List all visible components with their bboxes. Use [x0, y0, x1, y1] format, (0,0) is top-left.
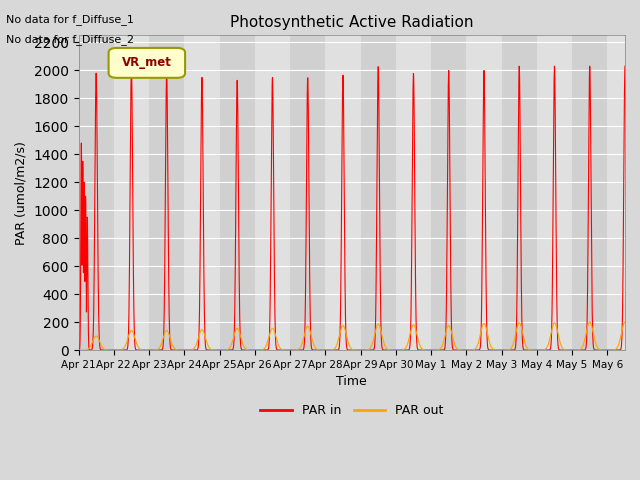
- Text: No data for f_Diffuse_1: No data for f_Diffuse_1: [6, 14, 134, 25]
- Bar: [325, 36, 360, 350]
- Bar: [502, 36, 537, 350]
- Bar: [79, 36, 114, 350]
- Bar: [290, 36, 325, 350]
- Y-axis label: PAR (umol/m2/s): PAR (umol/m2/s): [15, 141, 28, 245]
- Bar: [537, 36, 572, 350]
- Text: VR_met: VR_met: [122, 56, 172, 70]
- FancyBboxPatch shape: [109, 48, 185, 78]
- Title: Photosynthetic Active Radiation: Photosynthetic Active Radiation: [230, 15, 474, 30]
- Bar: [467, 36, 502, 350]
- Bar: [114, 36, 149, 350]
- X-axis label: Time: Time: [337, 375, 367, 388]
- Bar: [607, 36, 640, 350]
- Bar: [360, 36, 396, 350]
- Bar: [184, 36, 220, 350]
- Bar: [431, 36, 467, 350]
- Bar: [396, 36, 431, 350]
- Bar: [255, 36, 290, 350]
- Text: No data for f_Diffuse_2: No data for f_Diffuse_2: [6, 34, 134, 45]
- Bar: [220, 36, 255, 350]
- Bar: [149, 36, 184, 350]
- Bar: [572, 36, 607, 350]
- Legend: PAR in, PAR out: PAR in, PAR out: [255, 399, 448, 422]
